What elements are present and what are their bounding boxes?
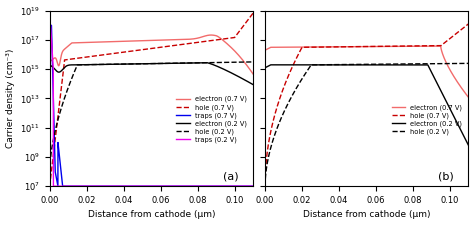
- X-axis label: Distance from cathode (μm): Distance from cathode (μm): [303, 210, 430, 219]
- Text: (a): (a): [223, 171, 239, 181]
- Legend: electron (0.7 V), hole (0.7 V), traps (0.7 V), electron (0.2 V), hole (0.2 V), t: electron (0.7 V), hole (0.7 V), traps (0…: [173, 93, 250, 146]
- Legend: electron (0.7 V), hole (0.7 V), electron (0.2 V), hole (0.2 V): electron (0.7 V), hole (0.7 V), electron…: [389, 101, 465, 138]
- X-axis label: Distance from cathode (μm): Distance from cathode (μm): [88, 210, 215, 219]
- Text: (b): (b): [438, 171, 454, 181]
- Y-axis label: Carrier density (cm⁻³): Carrier density (cm⁻³): [6, 49, 15, 148]
